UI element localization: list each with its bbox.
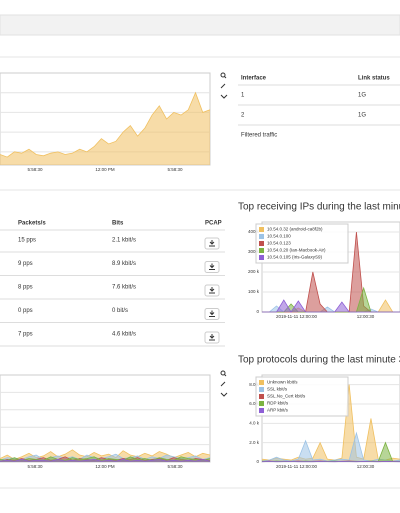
packets-rate: 15 pps xyxy=(18,238,36,244)
x-tick-label: 2019-11-11 12:00:00 xyxy=(276,464,318,469)
packets-rate: 8 pps xyxy=(18,285,33,291)
area-line xyxy=(0,453,211,461)
chart-title: Top protocols during the last minute 3 xyxy=(238,355,400,366)
area-line xyxy=(0,458,211,462)
y-tick-label: 100 k xyxy=(248,289,260,294)
x-tick-label: 5:58:30 xyxy=(27,167,43,172)
legend-label: SSL.No_Cert kbit/s xyxy=(267,394,306,399)
y-tick-label: 2.0 k xyxy=(249,440,260,445)
legend-swatch xyxy=(259,241,264,246)
area-fill xyxy=(262,433,400,462)
legend-swatch xyxy=(259,394,264,399)
download-icon xyxy=(209,334,215,341)
download-icon xyxy=(209,287,215,294)
plot-frame xyxy=(0,374,211,463)
legend-swatch xyxy=(259,408,264,413)
bits-rate: 8.9 kbit/s xyxy=(112,261,136,267)
legend-label: 10.54.0.123 xyxy=(267,241,291,246)
legend-label: 10.54.0.105 (Iris-GalaxyS9) xyxy=(267,255,323,260)
legend-label: 10.54.0.100 xyxy=(267,234,291,239)
bits-rate: 7.6 kbit/s xyxy=(112,285,136,291)
area-line xyxy=(262,299,400,313)
y-tick-label: 4.0 k xyxy=(249,421,260,426)
legend-swatch xyxy=(259,380,264,385)
y-tick-label: 8.0 k xyxy=(249,382,260,387)
filtered-traffic-link[interactable]: Filtered traffic xyxy=(241,133,277,139)
area-fill xyxy=(262,300,400,312)
bits-rate: 2.1 kbit/s xyxy=(112,238,136,244)
x-tick-label: 12:00 PM xyxy=(95,167,115,172)
x-tick-label: 5:58:30 xyxy=(167,167,183,172)
bits-rate: 0 bit/s xyxy=(112,308,128,314)
area-fill xyxy=(262,288,400,312)
interface-link[interactable]: 1 xyxy=(241,93,245,99)
legend-swatch xyxy=(259,401,264,406)
legend-swatch xyxy=(259,248,264,253)
chart-tools[interactable] xyxy=(220,72,228,397)
interface-link[interactable]: 2 xyxy=(241,113,245,119)
y-tick-label: 0 xyxy=(256,459,259,464)
packets-rate: 7 pps xyxy=(18,332,33,338)
x-tick-label: 5:58:30 xyxy=(167,464,183,469)
link-status: 1G xyxy=(358,93,366,99)
area-line xyxy=(0,91,211,158)
top-bar xyxy=(0,14,400,36)
legend-box xyxy=(255,223,349,264)
legend-label: 10.54.0.20 (Ian-Macbook-Air) xyxy=(267,248,326,253)
table-header: Packets/s xyxy=(18,221,46,227)
download-icon xyxy=(209,310,215,317)
link-status: 1G xyxy=(358,113,366,119)
legend-swatch xyxy=(259,234,264,239)
legend-label: SSL kbit/s xyxy=(267,387,288,392)
chart-title: Top receiving IPs during the last minute xyxy=(238,202,400,213)
area-line xyxy=(261,431,400,462)
area-line xyxy=(261,384,400,461)
y-tick-label: 300 k xyxy=(248,249,260,254)
area-fill xyxy=(262,300,400,312)
packets-rate: 0 pps xyxy=(18,308,33,314)
x-tick-label: 2019-11-11 12:00:00 xyxy=(276,314,318,319)
legend-box xyxy=(255,376,349,417)
download-icon xyxy=(209,263,215,270)
x-tick-label: 12:00:30 xyxy=(357,464,375,469)
area-line xyxy=(0,456,211,461)
bits-rate: 4.6 kbit/s xyxy=(112,332,136,338)
y-tick-label: 400 k xyxy=(248,229,260,234)
legend-swatch xyxy=(259,227,264,232)
table-header: Link status xyxy=(358,76,390,82)
packets-rate: 9 pps xyxy=(18,261,33,267)
legend-swatch xyxy=(259,387,264,392)
download-icon xyxy=(209,240,215,247)
legend-label: RDP kbit/s xyxy=(267,401,289,406)
legend-label: Unknown kbit/s xyxy=(267,380,298,385)
x-tick-label: 5:58:30 xyxy=(27,464,43,469)
x-tick-label: 12:00:30 xyxy=(357,314,375,319)
table-header: Bits xyxy=(112,221,124,227)
y-tick-label: 200 k xyxy=(248,269,260,274)
table-header: Interface xyxy=(241,76,267,82)
table-header: PCAP xyxy=(205,221,222,227)
y-tick-label: 6.0 k xyxy=(249,401,260,406)
y-tick-label: 0 xyxy=(256,309,259,314)
legend-label: 10.54.0.32 (android-ca8f2b) xyxy=(267,227,323,232)
legend-label: ARP kbit/s xyxy=(267,408,289,413)
x-tick-label: 12:00 PM xyxy=(95,464,115,469)
area-fill xyxy=(262,306,400,312)
legend-swatch xyxy=(259,255,264,260)
area-fill xyxy=(0,92,210,165)
